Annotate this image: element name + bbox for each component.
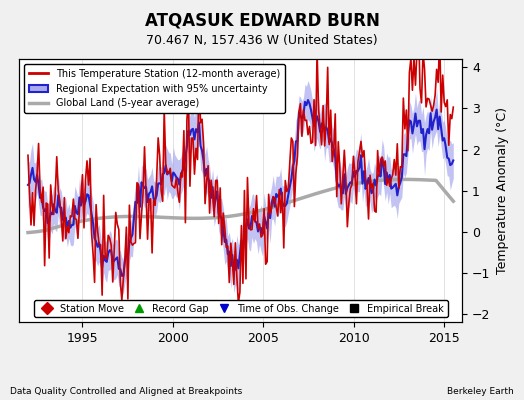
Text: Berkeley Earth: Berkeley Earth	[447, 387, 514, 396]
Text: Data Quality Controlled and Aligned at Breakpoints: Data Quality Controlled and Aligned at B…	[10, 387, 243, 396]
Text: 70.467 N, 157.436 W (United States): 70.467 N, 157.436 W (United States)	[146, 34, 378, 47]
Legend: Station Move, Record Gap, Time of Obs. Change, Empirical Break: Station Move, Record Gap, Time of Obs. C…	[34, 300, 447, 318]
Text: ATQASUK EDWARD BURN: ATQASUK EDWARD BURN	[145, 12, 379, 30]
Y-axis label: Temperature Anomaly (°C): Temperature Anomaly (°C)	[496, 107, 509, 274]
